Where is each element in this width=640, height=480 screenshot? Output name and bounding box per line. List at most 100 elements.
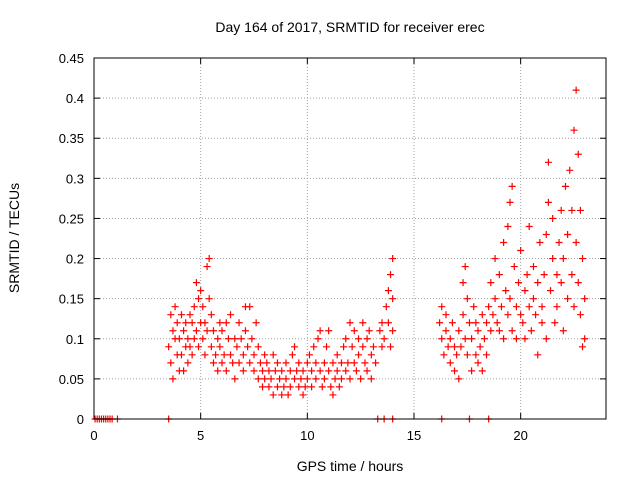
data-point [487, 327, 495, 335]
data-point [291, 375, 299, 383]
data-point [438, 335, 446, 343]
data-point [286, 383, 294, 391]
data-point [566, 166, 574, 174]
data-point [534, 279, 542, 287]
data-point [555, 239, 563, 247]
y-tick-label: 0.35 [59, 131, 84, 146]
data-point [218, 327, 226, 335]
data-point [180, 327, 188, 335]
data-point [195, 295, 203, 303]
data-point [177, 311, 185, 319]
data-point [506, 198, 514, 206]
data-point [446, 335, 454, 343]
plot-frame [93, 57, 607, 420]
data-point [205, 255, 213, 263]
data-point [299, 367, 307, 375]
data-point [448, 319, 456, 327]
data-point [182, 319, 190, 327]
data-point [495, 271, 503, 279]
data-point [553, 303, 561, 311]
data-point [301, 383, 309, 391]
data-point [195, 343, 203, 351]
data-point [389, 327, 397, 335]
data-point [212, 351, 220, 359]
data-point [480, 335, 488, 343]
data-point [282, 375, 290, 383]
data-point [299, 391, 307, 399]
data-point [536, 239, 544, 247]
data-point [337, 359, 345, 367]
data-point [384, 319, 392, 327]
data-point [342, 367, 350, 375]
y-tick-label: 0.25 [59, 211, 84, 226]
data-point [523, 271, 531, 279]
data-point [295, 359, 303, 367]
data-point [389, 295, 397, 303]
data-point [459, 279, 467, 287]
data-point [559, 327, 567, 335]
data-point [568, 271, 576, 279]
data-point [286, 367, 294, 375]
data-point [453, 351, 461, 359]
data-point [327, 383, 335, 391]
data-point [237, 335, 245, 343]
data-point [352, 367, 360, 375]
data-point [510, 263, 518, 271]
data-point [329, 359, 337, 367]
data-point [561, 182, 569, 190]
data-point [231, 375, 239, 383]
data-point [180, 367, 188, 375]
data-point [305, 351, 313, 359]
data-point [497, 303, 505, 311]
data-point [278, 391, 286, 399]
data-point [461, 335, 469, 343]
data-point [333, 367, 341, 375]
data-point [483, 351, 491, 359]
data-point [231, 335, 239, 343]
data-point [316, 367, 324, 375]
data-point [478, 311, 486, 319]
data-point [363, 367, 371, 375]
y-tick-label: 0.1 [66, 332, 84, 347]
data-point [169, 375, 177, 383]
data-point [472, 319, 480, 327]
data-point [280, 383, 288, 391]
x-tick-label: 20 [513, 428, 527, 443]
data-point [310, 343, 318, 351]
data-point [504, 311, 512, 319]
data-point [244, 343, 252, 351]
data-point [229, 359, 237, 367]
data-point [314, 335, 322, 343]
data-point [203, 327, 211, 335]
data-point [380, 335, 388, 343]
data-point [359, 343, 367, 351]
data-point [254, 375, 262, 383]
data-point [438, 303, 446, 311]
data-point [372, 359, 380, 367]
data-point [478, 367, 486, 375]
data-point [455, 327, 463, 335]
data-point [491, 255, 499, 263]
data-point [461, 263, 469, 271]
data-point [227, 311, 235, 319]
data-point [506, 295, 514, 303]
data-point [350, 327, 358, 335]
data-point [557, 206, 565, 214]
data-point [549, 214, 557, 222]
data-point [487, 279, 495, 287]
x-axis-label: GPS time / hours [297, 458, 404, 474]
data-point [263, 359, 271, 367]
data-point [367, 351, 375, 359]
data-point [457, 343, 465, 351]
data-point [333, 351, 341, 359]
data-point [297, 375, 305, 383]
data-point [167, 311, 175, 319]
data-point [519, 319, 527, 327]
data-point [329, 391, 337, 399]
data-point [369, 343, 377, 351]
data-point [521, 287, 529, 295]
data-point [463, 295, 471, 303]
data-point [521, 335, 529, 343]
data-point [463, 351, 471, 359]
data-point [359, 319, 367, 327]
